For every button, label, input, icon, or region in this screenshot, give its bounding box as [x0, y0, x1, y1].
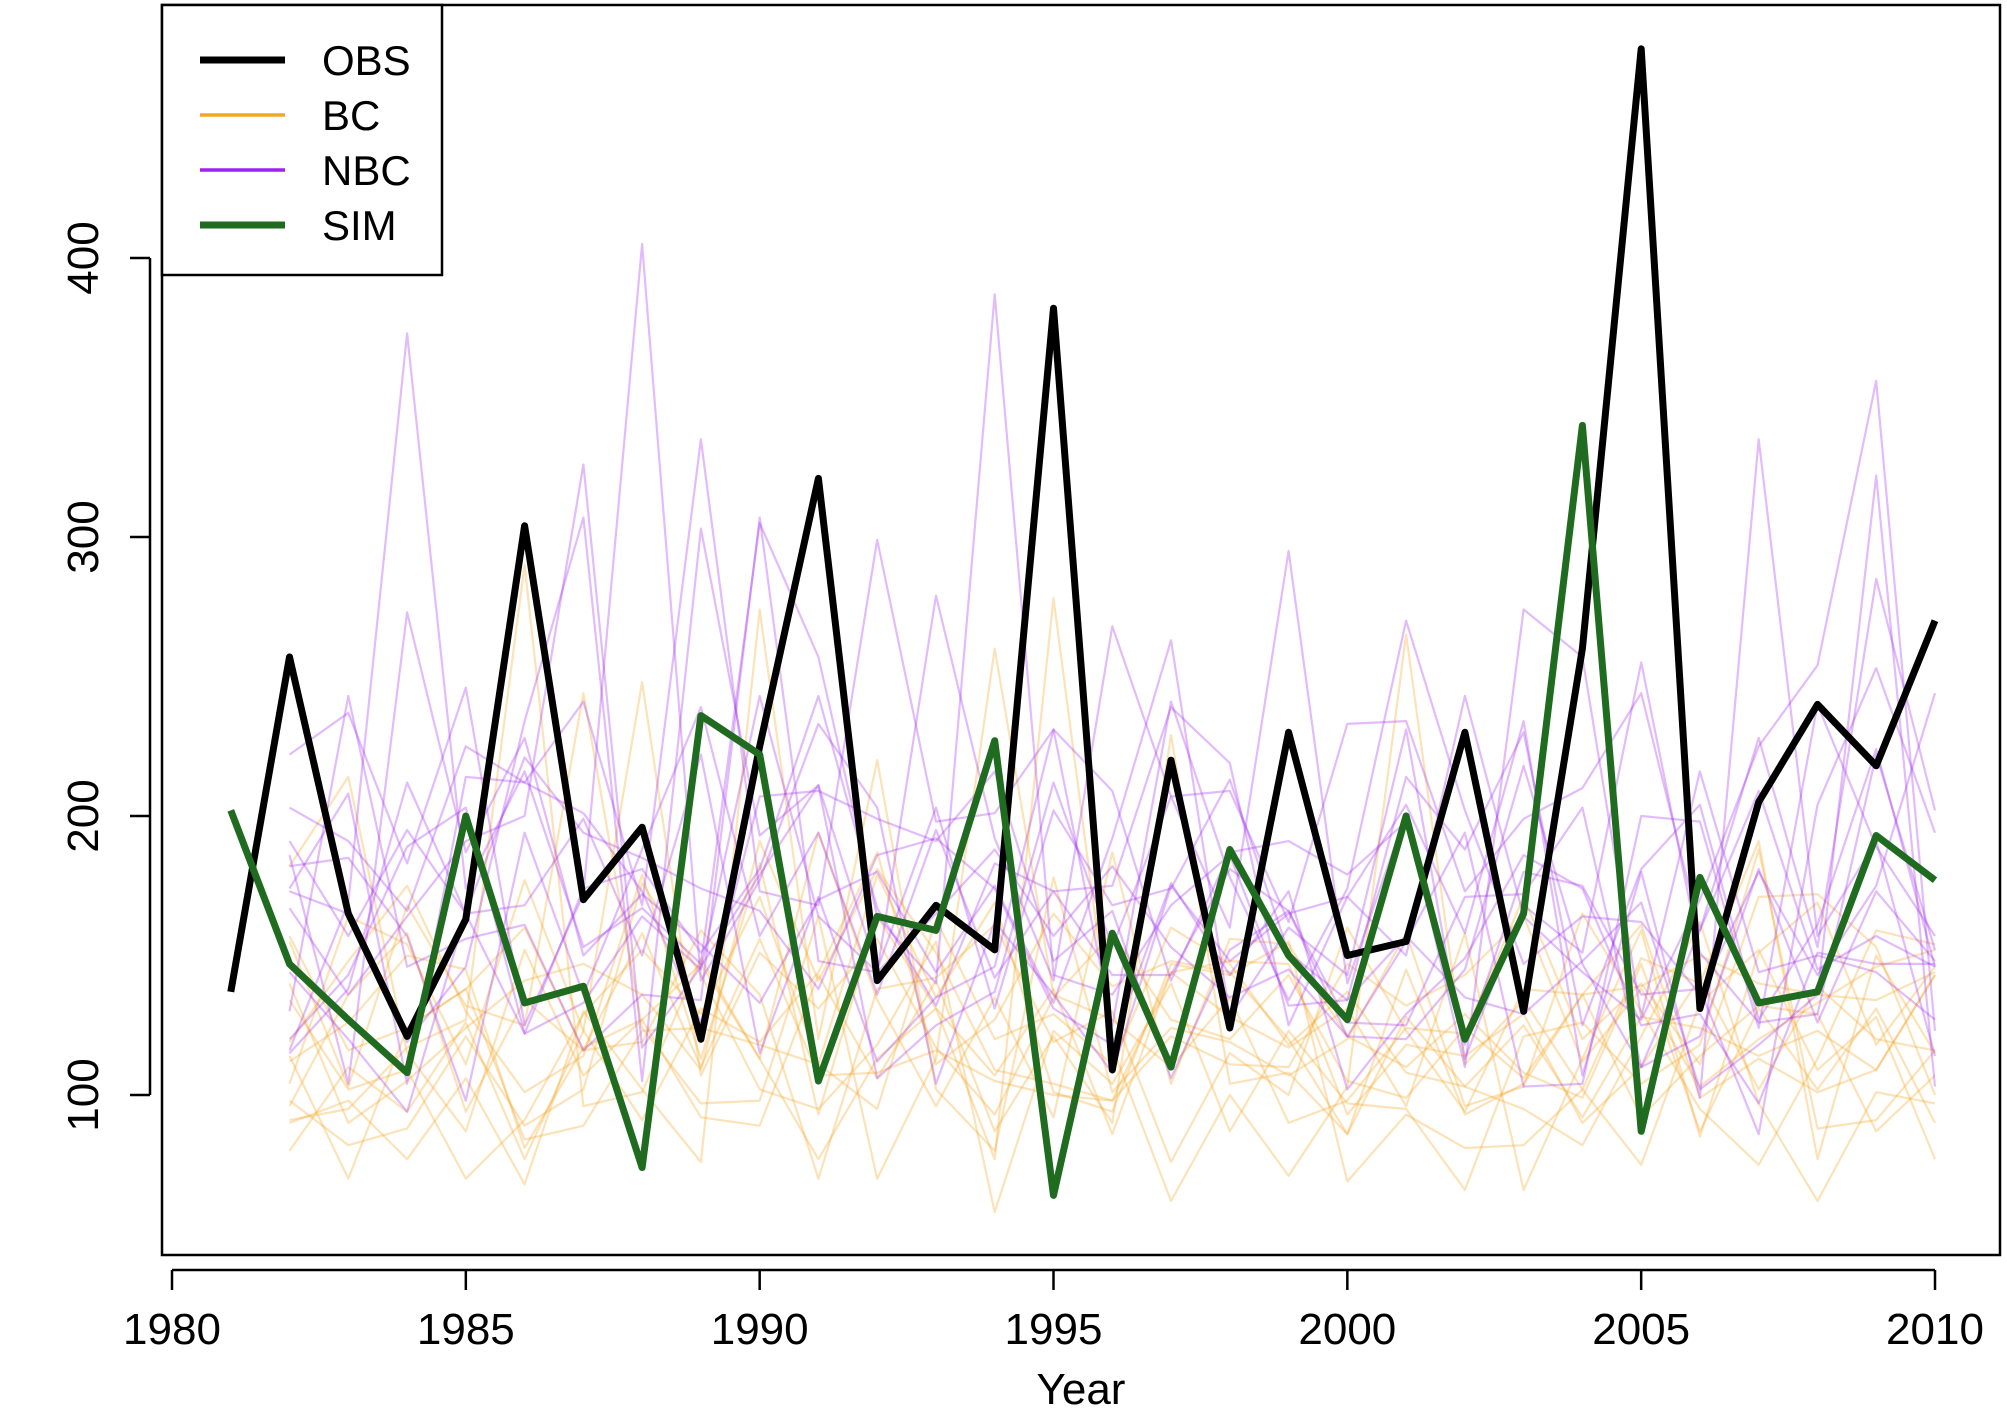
x-tick-label-2005: 2005 — [1592, 1305, 1690, 1354]
nbc-member-line-11 — [288, 694, 1936, 1069]
bc-member-line-3 — [288, 840, 1936, 1124]
x-tick-label-2010: 2010 — [1886, 1305, 1984, 1354]
legend-label-obs: OBS — [322, 37, 411, 84]
bc-member-line-7 — [288, 923, 1936, 1180]
x-tick-label-1980: 1980 — [123, 1305, 221, 1354]
y-tick-label-300: 300 — [59, 500, 108, 573]
nbc-member-line-8 — [288, 611, 1937, 1085]
y-tick-label-400: 400 — [59, 221, 108, 294]
bc-member-line-9 — [288, 647, 1937, 1180]
bc-member-line-11 — [288, 734, 1936, 1203]
nbc-member-line-5 — [288, 516, 1937, 1052]
y-tick-label-200: 200 — [59, 779, 108, 852]
bc-member-line-12 — [288, 848, 1936, 1214]
bc-member-line-14 — [288, 901, 1936, 1191]
nbc-member-line-2 — [289, 474, 1937, 1091]
obs-series-line — [227, 45, 1939, 1074]
nbc-member-line-6 — [288, 379, 1937, 1035]
y-axis: 100 200 300 400 — [59, 221, 152, 1132]
x-tick-label-1995: 1995 — [1005, 1305, 1103, 1354]
x-axis-title: Year — [1037, 1365, 1126, 1414]
nbc-member-line-9 — [288, 703, 1936, 1088]
legend-label-nbc: NBC — [322, 147, 411, 194]
nbc-member-line-1 — [288, 293, 1937, 1051]
legend-label-bc: BC — [322, 92, 380, 139]
y-tick-label-100: 100 — [59, 1058, 108, 1131]
x-tick-label-1990: 1990 — [711, 1305, 809, 1354]
nbc-member-line-12 — [288, 667, 1937, 1136]
legend-label-sim: SIM — [322, 202, 397, 249]
x-tick-label-1985: 1985 — [417, 1305, 515, 1354]
main-series-lines — [227, 45, 1939, 1199]
legend-box — [160, 3, 444, 277]
x-axis: 1980 1985 1990 1995 2000 2005 2010 — [123, 1268, 1984, 1354]
sim-series-line — [227, 421, 1938, 1199]
legend: OBS BC NBC SIM — [160, 3, 444, 277]
bc-member-line-6 — [288, 831, 1936, 1150]
x-tick-label-2000: 2000 — [1298, 1305, 1396, 1354]
plot-frame — [160, 3, 2002, 1257]
bc-member-line-4 — [288, 851, 1936, 1136]
bc-member-line-13 — [288, 840, 1936, 1183]
